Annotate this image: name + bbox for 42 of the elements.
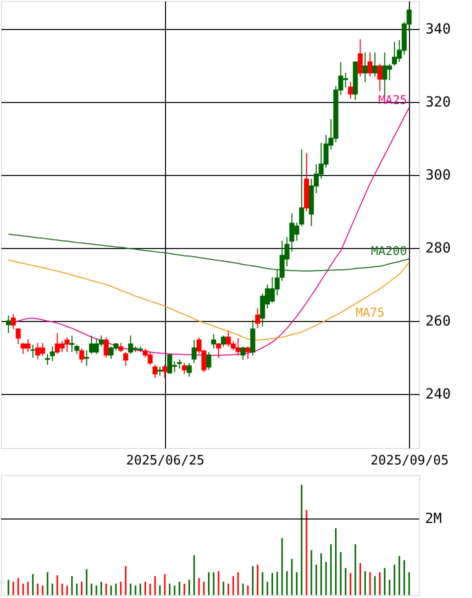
candlestick: [6, 315, 11, 334]
x-tick-label: 2025/09/05: [370, 454, 449, 468]
candlestick: [220, 335, 226, 348]
candlestick: [255, 308, 260, 329]
candlestick: [176, 358, 182, 369]
y-tick-label: 260: [426, 314, 451, 330]
candlestick: [104, 336, 109, 358]
y-tick-label: 240: [426, 386, 451, 402]
candlestick: [250, 319, 256, 356]
candlestick: [182, 362, 187, 374]
candlestick: [123, 352, 128, 366]
x-tick-label: 2025/06/25: [126, 454, 204, 468]
candlestick: [372, 52, 378, 78]
candlestick: [118, 342, 124, 353]
candlestick: [348, 82, 353, 100]
candlestick: [157, 366, 162, 376]
candlestick: [186, 362, 192, 378]
candlestick: [216, 342, 222, 358]
candlestick: [152, 364, 158, 378]
ref-line-label: 2M: [425, 511, 442, 528]
candlestick: [162, 364, 168, 378]
candlestick: [192, 339, 197, 364]
y-tick-label: 340: [426, 22, 451, 38]
candlestick: [299, 149, 304, 227]
y-tick-label: 280: [426, 240, 451, 257]
candlestick: [358, 38, 363, 78]
candlestick: [245, 346, 250, 360]
y-tick-label: 320: [426, 94, 451, 111]
series-label: MA75: [356, 306, 384, 320]
candlestick: [362, 52, 368, 83]
candlestick: [377, 63, 382, 92]
candlestick: [50, 346, 55, 362]
candlestick: [368, 52, 373, 78]
y-tick-label: 300: [426, 168, 451, 184]
candlestick: [240, 346, 246, 360]
candlestick: [45, 353, 50, 366]
candlestick: [211, 334, 216, 349]
candlestick: [74, 344, 80, 354]
candlestick: [206, 352, 212, 370]
candlestick: [84, 350, 90, 366]
candlestick: [79, 348, 84, 364]
candlestick: [69, 335, 74, 353]
